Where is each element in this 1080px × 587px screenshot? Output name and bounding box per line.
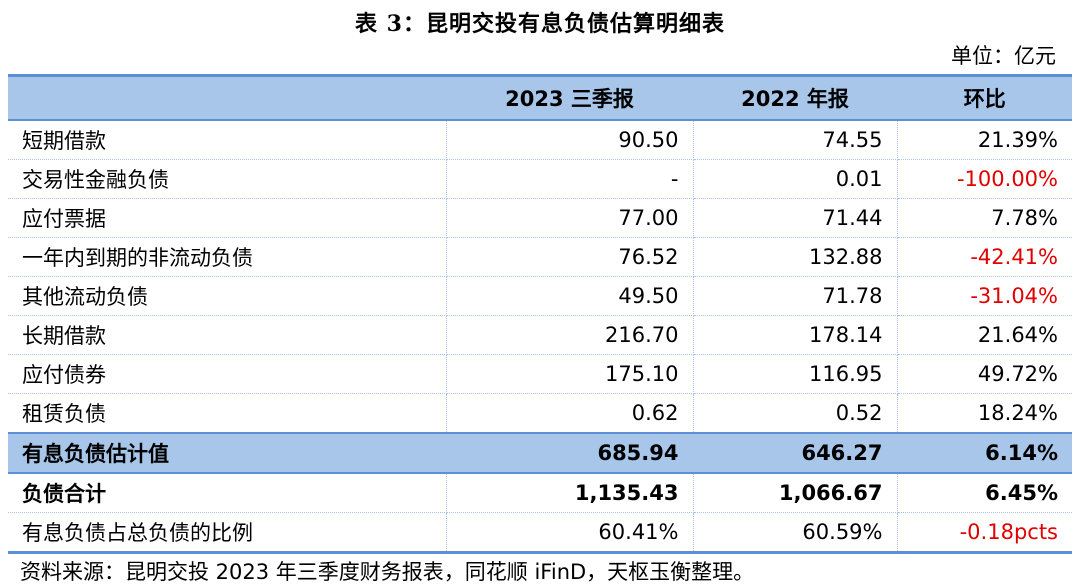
source-note: 资料来源：昆明交投 2023 年三季度财务报表，同花顺 iFinD，天枢玉衡整理… — [20, 560, 755, 584]
cell-q3-2023: 685.94 — [446, 432, 694, 474]
cell-qoq: 21.64% — [897, 315, 1072, 355]
cell-fy2022: 646.27 — [693, 432, 898, 474]
cell-q3-2023: 76.52 — [446, 237, 694, 277]
cell-qoq: 49.72% — [897, 354, 1072, 394]
header-q3-2023: 2023 三季报 — [446, 75, 694, 121]
table-row: 应付债券 175.10 116.95 49.72% — [8, 354, 1072, 394]
row-label: 有息负债占总负债的比例 — [8, 512, 447, 554]
row-label: 长期借款 — [8, 315, 447, 355]
cell-q3-2023: 60.41% — [446, 512, 694, 554]
cell-fy2022: 71.44 — [693, 198, 898, 238]
debt-table: 2023 三季报 2022 年报 环比 短期借款 90.50 74.55 21.… — [8, 74, 1072, 554]
row-label: 一年内到期的非流动负债 — [8, 237, 447, 277]
cell-q3-2023: 175.10 — [446, 354, 694, 394]
header-qoq: 环比 — [897, 75, 1072, 121]
table-row: 有息负债占总负债的比例 60.41% 60.59% -0.18pcts — [8, 512, 1072, 554]
cell-q3-2023: 77.00 — [446, 198, 694, 238]
table-row-highlight: 有息负债估计值 685.94 646.27 6.14% — [8, 432, 1072, 474]
header-fy2022: 2022 年报 — [693, 75, 898, 121]
cell-qoq: 21.39% — [897, 120, 1072, 160]
row-label: 负债合计 — [8, 473, 447, 513]
cell-qoq: 18.24% — [897, 393, 1072, 434]
table-row: 长期借款 216.70 178.14 21.64% — [8, 315, 1072, 355]
row-label: 租赁负债 — [8, 393, 447, 434]
cell-fy2022: 178.14 — [693, 315, 898, 355]
unit-label: 单位：亿元 — [951, 44, 1056, 68]
table-row-total: 负债合计 1,135.43 1,066.67 6.45% — [8, 473, 1072, 513]
table-row: 短期借款 90.50 74.55 21.39% — [8, 120, 1072, 160]
cell-fy2022: 0.52 — [693, 393, 898, 434]
table-row: 租赁负债 0.62 0.52 18.24% — [8, 393, 1072, 434]
cell-fy2022: 0.01 — [693, 159, 898, 199]
cell-qoq: 6.14% — [897, 432, 1072, 474]
row-label: 应付债券 — [8, 354, 447, 394]
header-row: 2023 三季报 2022 年报 环比 — [8, 75, 1072, 121]
cell-qoq: -100.00% — [897, 159, 1072, 199]
cell-q3-2023: 1,135.43 — [446, 473, 694, 513]
cell-fy2022: 74.55 — [693, 120, 898, 160]
cell-q3-2023: 90.50 — [446, 120, 694, 160]
cell-qoq: -31.04% — [897, 276, 1072, 316]
cell-qoq: 6.45% — [897, 473, 1072, 513]
table-row: 交易性金融负债 - 0.01 -100.00% — [8, 159, 1072, 199]
cell-q3-2023: - — [446, 159, 694, 199]
row-label: 短期借款 — [8, 120, 447, 160]
cell-q3-2023: 0.62 — [446, 393, 694, 434]
table-title: 表 3：昆明交投有息负债估算明细表 — [355, 11, 725, 37]
header-item — [8, 75, 447, 121]
cell-q3-2023: 49.50 — [446, 276, 694, 316]
table-row: 应付票据 77.00 71.44 7.78% — [8, 198, 1072, 238]
cell-fy2022: 116.95 — [693, 354, 898, 394]
cell-fy2022: 132.88 — [693, 237, 898, 277]
cell-fy2022: 1,066.67 — [693, 473, 898, 513]
table-row: 其他流动负债 49.50 71.78 -31.04% — [8, 276, 1072, 316]
cell-qoq: -0.18pcts — [897, 512, 1072, 554]
cell-q3-2023: 216.70 — [446, 315, 694, 355]
table-row: 一年内到期的非流动负债 76.52 132.88 -42.41% — [8, 237, 1072, 277]
cell-qoq: -42.41% — [897, 237, 1072, 277]
cell-fy2022: 71.78 — [693, 276, 898, 316]
row-label: 有息负债估计值 — [8, 432, 447, 474]
cell-qoq: 7.78% — [897, 198, 1072, 238]
row-label: 交易性金融负债 — [8, 159, 447, 199]
cell-fy2022: 60.59% — [693, 512, 898, 554]
row-label: 应付票据 — [8, 198, 447, 238]
row-label: 其他流动负债 — [8, 276, 447, 316]
